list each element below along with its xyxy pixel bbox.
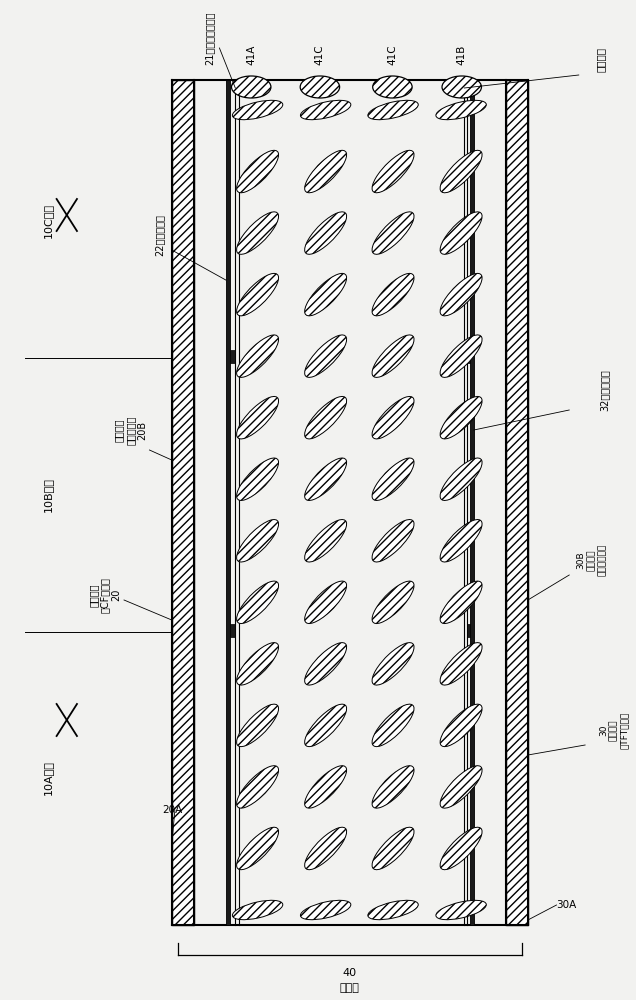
Ellipse shape <box>372 273 414 316</box>
Ellipse shape <box>305 704 347 747</box>
Ellipse shape <box>237 643 279 685</box>
Ellipse shape <box>305 766 347 808</box>
Ellipse shape <box>372 704 414 747</box>
Ellipse shape <box>300 100 351 120</box>
Text: 41C: 41C <box>315 44 325 65</box>
Ellipse shape <box>305 458 347 500</box>
Ellipse shape <box>440 212 482 254</box>
Ellipse shape <box>237 704 279 747</box>
Ellipse shape <box>372 212 414 254</box>
Ellipse shape <box>372 520 414 562</box>
Ellipse shape <box>440 273 482 316</box>
Ellipse shape <box>237 150 279 193</box>
Text: 40: 40 <box>343 968 357 978</box>
Ellipse shape <box>237 212 279 254</box>
Ellipse shape <box>305 643 347 685</box>
Ellipse shape <box>305 581 347 624</box>
Ellipse shape <box>368 900 418 920</box>
Text: 10A像素: 10A像素 <box>43 761 53 795</box>
Ellipse shape <box>237 273 279 316</box>
Ellipse shape <box>372 766 414 808</box>
Text: 第一电极
（对电极）
20B: 第一电极 （对电极） 20B <box>114 415 147 445</box>
Ellipse shape <box>305 827 347 870</box>
Ellipse shape <box>372 335 414 377</box>
Ellipse shape <box>440 766 482 808</box>
Ellipse shape <box>372 396 414 439</box>
Ellipse shape <box>440 396 482 439</box>
Text: 30B
第二电极
（像素电极）: 30B 第二电极 （像素电极） <box>577 544 606 576</box>
Ellipse shape <box>372 150 414 193</box>
Ellipse shape <box>300 76 340 98</box>
Ellipse shape <box>237 827 279 870</box>
Ellipse shape <box>440 335 482 377</box>
Ellipse shape <box>305 396 347 439</box>
Ellipse shape <box>237 335 279 377</box>
Ellipse shape <box>237 766 279 808</box>
Text: 第一基板
（CF基板）
20: 第一基板 （CF基板） 20 <box>88 577 121 613</box>
Ellipse shape <box>300 900 351 920</box>
Bar <box>230 350 235 363</box>
Ellipse shape <box>373 76 412 98</box>
Text: 41A: 41A <box>246 45 256 65</box>
Ellipse shape <box>440 581 482 624</box>
Bar <box>226 80 230 925</box>
Ellipse shape <box>442 76 481 98</box>
Ellipse shape <box>305 520 347 562</box>
Ellipse shape <box>305 150 347 193</box>
Text: 液晶层: 液晶层 <box>340 983 360 993</box>
Bar <box>467 350 470 363</box>
Ellipse shape <box>436 900 487 920</box>
Text: 41B: 41B <box>457 45 467 65</box>
Bar <box>230 624 235 637</box>
Ellipse shape <box>440 150 482 193</box>
Text: 10C像素: 10C像素 <box>43 202 53 237</box>
Ellipse shape <box>440 827 482 870</box>
Text: 液晶分子: 液晶分子 <box>596 47 606 73</box>
Ellipse shape <box>237 520 279 562</box>
Ellipse shape <box>232 76 271 98</box>
Ellipse shape <box>372 643 414 685</box>
Ellipse shape <box>232 900 283 920</box>
Ellipse shape <box>305 273 347 316</box>
Ellipse shape <box>305 335 347 377</box>
Text: 10B像素: 10B像素 <box>43 478 53 512</box>
Bar <box>172 80 194 925</box>
Text: 41C: 41C <box>387 44 398 65</box>
Ellipse shape <box>237 396 279 439</box>
Bar <box>238 80 464 925</box>
Ellipse shape <box>368 100 418 120</box>
Bar <box>470 80 474 925</box>
Ellipse shape <box>372 458 414 500</box>
Text: 32第二配向膜: 32第二配向膜 <box>599 369 609 411</box>
Text: 22第一配向膜: 22第一配向膜 <box>154 214 164 256</box>
Ellipse shape <box>237 581 279 624</box>
Bar <box>506 80 528 925</box>
Bar <box>467 624 470 637</box>
Text: 30
第二基板
（TFT基板）: 30 第二基板 （TFT基板） <box>599 711 628 749</box>
Ellipse shape <box>305 212 347 254</box>
Ellipse shape <box>440 458 482 500</box>
Ellipse shape <box>440 520 482 562</box>
Ellipse shape <box>237 458 279 500</box>
Ellipse shape <box>440 643 482 685</box>
Text: 21第一配向调整部: 21第一配向调整部 <box>205 11 215 65</box>
Ellipse shape <box>372 581 414 624</box>
Ellipse shape <box>436 100 487 120</box>
Text: 20A: 20A <box>162 805 183 815</box>
Ellipse shape <box>372 827 414 870</box>
Ellipse shape <box>440 704 482 747</box>
Ellipse shape <box>232 100 283 120</box>
Text: 30A: 30A <box>556 900 577 910</box>
